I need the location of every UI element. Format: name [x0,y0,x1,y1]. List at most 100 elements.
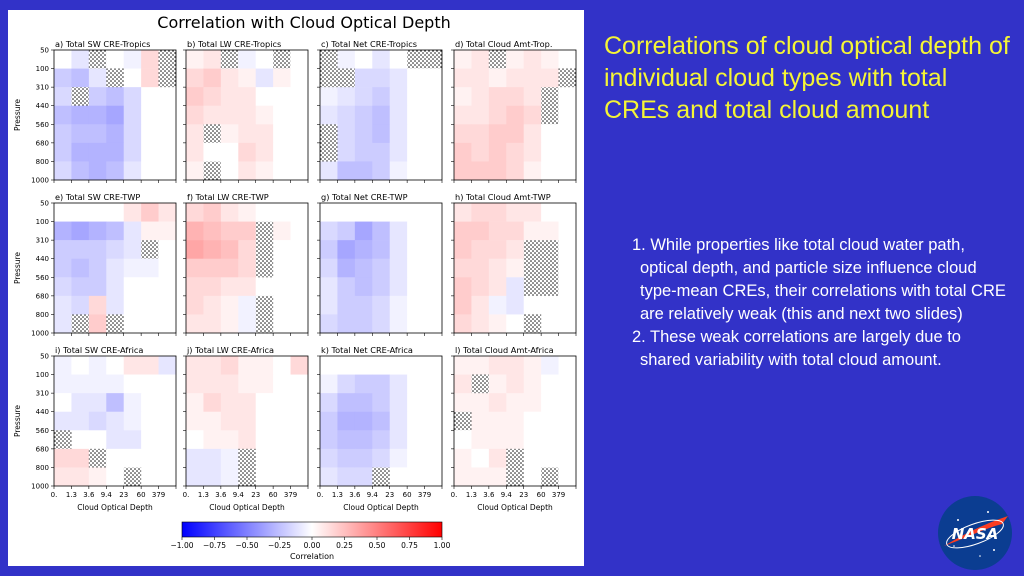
heatmap-cell [186,161,204,181]
heatmap-cell-stippled [541,240,559,260]
heatmap-cell [506,87,525,107]
heatmap-cell [354,105,373,125]
panel-title: f) Total LW CRE-TWP [187,192,269,202]
heatmap-cell [158,374,177,394]
y-tick-label: 680 [36,445,49,453]
heatmap-cell [541,68,559,88]
heatmap-cell [488,393,507,413]
colorbar-gradient [181,521,443,538]
heatmap-cell [123,161,142,181]
heatmap-cell [158,258,177,278]
heatmap-cell [54,374,72,394]
x-tick-label: 23 [119,491,128,499]
heatmap-cell [389,161,408,181]
x-tick-label: 379 [552,491,565,499]
heatmap-cell [372,393,391,413]
heatmap-cell [203,142,222,162]
heatmap-cell [238,105,257,125]
heatmap-cell [558,467,577,487]
heatmap-cell [389,448,408,468]
heatmap-cell [320,430,338,450]
heatmap-cell [523,467,542,487]
heatmap-cell [238,50,257,69]
heatmap-cell [523,161,542,181]
heatmap-cell [88,105,107,125]
heatmap-cell [54,393,72,413]
heatmap-cell [220,142,239,162]
heatmap-cell [558,240,577,260]
heatmap-cell [354,142,373,162]
y-tick-label: 1000 [31,330,49,338]
heatmap-cell [506,68,525,88]
heatmap-cell [186,258,204,278]
heatmap-cell [407,430,425,450]
heatmap-cell [203,314,222,334]
heatmap-cell [203,50,222,69]
heatmap-cell [255,393,274,413]
colorbar-label: Correlation [290,552,334,561]
colorbar-tick-label: −1.00 [171,541,194,550]
heatmap-cell [320,240,338,260]
heatmap-cell [407,277,425,297]
heatmap-cell [424,258,443,278]
heatmap-cell-stippled [88,50,107,69]
heatmap-cell [320,393,338,413]
heatmap-cell-stippled [424,50,443,69]
heatmap-cell [273,374,291,394]
heatmap-cell [471,277,490,297]
heatmap-cell [273,314,291,334]
heatmap-cell [454,221,472,241]
heatmap-cell [141,68,159,88]
heatmap-cell [407,314,425,334]
panel-5: e) Total SW CRE-TWP 50 100 310 440 560 680 800 1… [31,192,177,338]
x-axis-label: Cloud Optical Depth [343,503,419,512]
panel-frame [185,49,309,181]
heatmap-cell [106,393,125,413]
heatmap-cell [506,105,525,125]
heatmap-cell [123,277,142,297]
heatmap-cell [158,467,177,487]
heatmap-cell-stippled [238,467,257,487]
x-tick-label: 0. [51,491,58,499]
panel-frame [53,49,177,181]
heatmap-cell [106,203,125,222]
correlation-figure: Correlation with Cloud Optical Depth a) … [13,13,577,561]
heatmap-cell-stippled [523,258,542,278]
heatmap-cell [220,430,239,450]
nasa-logo-swoosh [944,516,1008,546]
heatmap-cell [320,203,338,222]
heatmap-cell [238,142,257,162]
heatmap-cell [389,221,408,241]
heatmap-cell [454,467,472,487]
heatmap-cell [71,467,90,487]
heatmap-cell [506,314,525,334]
heatmap-cell [54,448,72,468]
heatmap-cell [273,240,291,260]
heatmap-cell [290,295,309,315]
heatmap-cell [389,258,408,278]
heatmap-cell [290,374,309,394]
heatmap-cell [186,142,204,162]
heatmap-cell [141,221,159,241]
heatmap-cell [354,258,373,278]
panel-title: k) Total Net CRE-Africa [321,345,413,355]
heatmap-cell [424,314,443,334]
heatmap-cell [506,161,525,181]
x-tick-label: 3.6 [349,491,361,499]
heatmap-cell [337,258,356,278]
heatmap-cell [523,448,542,468]
heatmap-cell [424,295,443,315]
heatmap-cell [88,87,107,107]
heatmap-cell [141,258,159,278]
heatmap-cell [71,203,90,222]
heatmap-cell [106,142,125,162]
x-tick-label: 60 [403,491,412,499]
heatmap-cell [255,356,274,375]
heatmap-cell [558,161,577,181]
heatmap-cell [488,314,507,334]
heatmap-cell [255,203,274,222]
heatmap-cell [523,430,542,450]
heatmap-cell [558,295,577,315]
heatmap-cell [372,124,391,144]
heatmap-cell [523,105,542,125]
